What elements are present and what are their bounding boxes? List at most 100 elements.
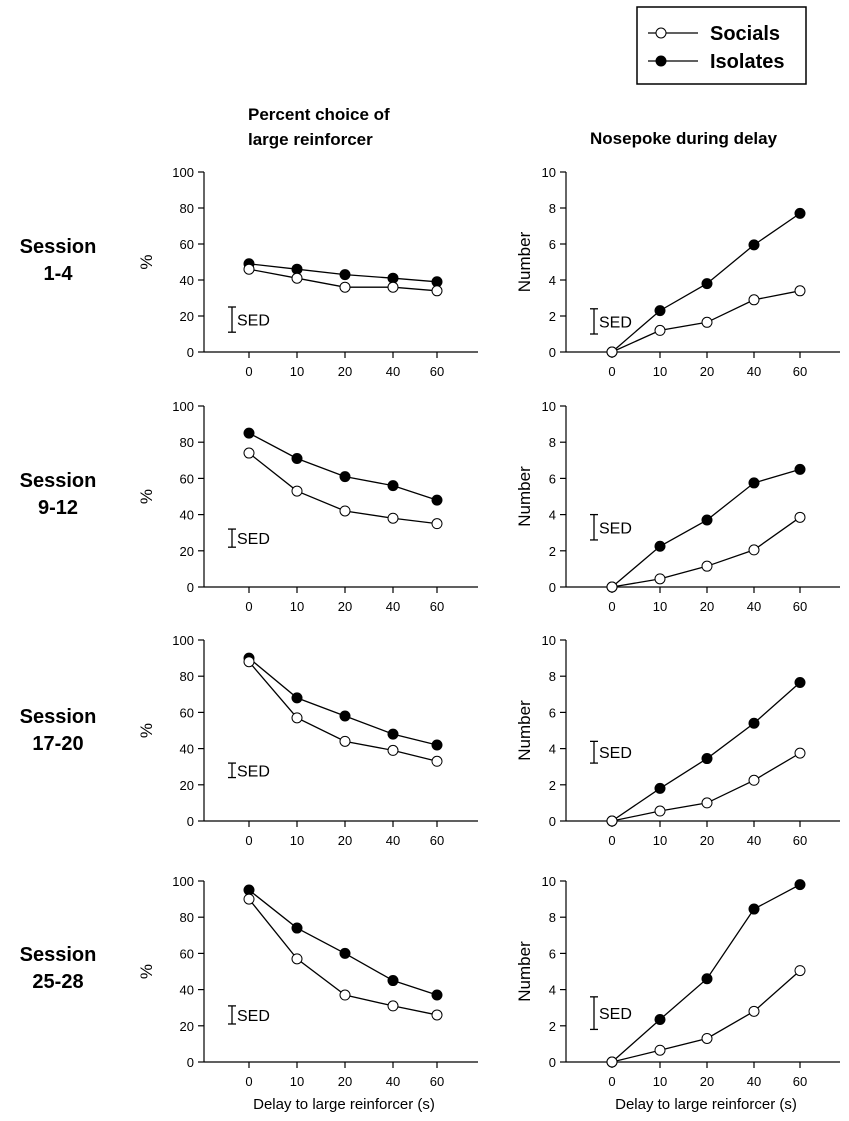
panel-2-right-ytick-label-0: 0 [549, 580, 556, 595]
panel-3-left-socials-point-2 [339, 735, 351, 747]
panel-2-left-xtick-label-1: 10 [290, 599, 304, 614]
panel-2-right-socials-point-0 [606, 581, 618, 593]
panel-2-left-isolates-point-4 [431, 494, 443, 506]
row-label-1-line1: Session [20, 236, 97, 258]
panel-3-left-isolates-point-2 [339, 710, 351, 722]
panel-3-left-ytick-label-3: 60 [180, 705, 194, 720]
panel-1-right-xtick-label-1: 10 [653, 364, 667, 379]
legend-socials-marker [655, 27, 667, 39]
panel-2-left-xtick-label-4: 60 [430, 599, 444, 614]
panel-2-left-ytick-label-5: 100 [172, 399, 194, 414]
panel-1-right-xtick-label-4: 60 [793, 364, 807, 379]
panel-4-right-socials-point-3 [748, 1005, 760, 1017]
panel-1-left-xtick-label-2: 20 [338, 364, 352, 379]
panel-1-right-xtick-label-0: 0 [608, 364, 615, 379]
panel-3-left-socials-point-4 [431, 755, 443, 767]
panel-3-left-isolates-line [248, 657, 438, 746]
legend: Socials Isolates [636, 6, 807, 85]
panel-1-right-isolates-point-3 [748, 239, 760, 251]
panel-3-right-isolates-point-2 [701, 753, 713, 765]
panel-2-left-isolates-point-0 [243, 427, 255, 439]
panel-1-right-socials-point-1 [654, 324, 666, 336]
panel-4-left-ylabel: % [137, 964, 156, 979]
panel-3-right-socials-point-0 [606, 815, 618, 827]
panel-3-right-ytick-label-1: 2 [549, 778, 556, 793]
legend-isolates-label: Isolates [710, 51, 784, 73]
row-label-3-line1: Session [20, 706, 97, 728]
panel-1-left-ytick-label-2: 40 [180, 273, 194, 288]
panel-4-left-xtick-label-4: 60 [430, 1074, 444, 1089]
panel-1-left-ytick-label-5: 100 [172, 165, 194, 180]
panel-2-left-xtick-label-3: 40 [386, 599, 400, 614]
panel-4-right-isolates-point-2 [701, 973, 713, 985]
panel-3-left-isolates-point-3 [387, 728, 399, 740]
panel-4-right-xtick-label-4: 60 [793, 1074, 807, 1089]
panel-3-left-ytick-label-0: 0 [187, 814, 194, 829]
panel-2-left-ytick-label-0: 0 [187, 580, 194, 595]
panel-3-right-xtick-label-0: 0 [608, 833, 615, 848]
panel-2-left-socials-point-2 [339, 505, 351, 517]
panel-3-right-socials-point-1 [654, 805, 666, 817]
panel-3-left-ytick-label-4: 80 [180, 669, 194, 684]
xlabel-right: Delay to large reinforcer (s) [615, 1096, 797, 1113]
panel-1-right-ytick-label-1: 2 [549, 309, 556, 324]
panel-4-right-ytick-label-0: 0 [549, 1055, 556, 1070]
legend-socials-label: Socials [710, 23, 780, 45]
panel-4-left-xtick-label-0: 0 [245, 1074, 252, 1089]
panel-4-right-ytick-label-2: 4 [549, 983, 556, 998]
panel-3-right-ytick-label-0: 0 [549, 814, 556, 829]
panel-4-left-ytick-label-3: 60 [180, 946, 194, 961]
panel-3-right-socials-point-2 [701, 797, 713, 809]
panel-4-right-xtick-label-2: 20 [700, 1074, 714, 1089]
panel-3-right-ytick-label-4: 8 [549, 669, 556, 684]
panel-3-right-isolates-point-3 [748, 717, 760, 729]
panel-1-left-sed-label: SED [237, 313, 270, 330]
panel-2-right-xtick-label-0: 0 [608, 599, 615, 614]
panel-4-left-sed-label: SED [237, 1008, 270, 1025]
panel-3-right-socials-point-3 [748, 774, 760, 786]
panel-2-right-ytick-label-1: 2 [549, 544, 556, 559]
panel-4-left-isolates-point-3 [387, 975, 399, 987]
panel-2-right-ytick-label-4: 8 [549, 435, 556, 450]
panel-4-right-socials-line [611, 970, 801, 1063]
panel-4-left-ytick-label-5: 100 [172, 874, 194, 889]
panel-1-left-socials-point-0 [243, 263, 255, 275]
panel-1-left-socials-point-2 [339, 281, 351, 293]
panel-2-right-socials-point-3 [748, 544, 760, 556]
legend-box [636, 6, 807, 85]
panel-4-left-xtick-label-3: 40 [386, 1074, 400, 1089]
panel-1-right-ytick-label-3: 6 [549, 237, 556, 252]
panel-2-left-isolates-point-1 [291, 452, 303, 464]
panel-2-left-ytick-label-4: 80 [180, 435, 194, 450]
panel-3-left-isolates-point-1 [291, 692, 303, 704]
panel-2-right-isolates-point-2 [701, 514, 713, 526]
panel-4-right-ytick-label-4: 8 [549, 910, 556, 925]
panel-2-left-isolates-point-3 [387, 480, 399, 492]
panel-2-right: 0 2 4 6 8 10 0 10 20 40 60 Number SED [515, 399, 840, 614]
panel-1-right-ytick-label-5: 10 [542, 165, 556, 180]
panel-4-left-isolates-point-4 [431, 989, 443, 1001]
panel-2-left-socials-point-0 [243, 447, 255, 459]
panel-2-left-socials-point-4 [431, 518, 443, 530]
panel-2-right-isolates-point-1 [654, 540, 666, 552]
panel-2-right-xtick-label-4: 60 [793, 599, 807, 614]
panel-1-left-socials-point-3 [387, 281, 399, 293]
panel-4-left-socials-point-3 [387, 1000, 399, 1012]
panel-4-right-ytick-label-5: 10 [542, 874, 556, 889]
panel-4-left-isolates-point-0 [243, 884, 255, 896]
panel-4-left-isolates-line [248, 889, 438, 996]
panel-3-right-xtick-label-1: 10 [653, 833, 667, 848]
panel-4-right-socials-point-1 [654, 1044, 666, 1056]
row-label-4-line2: 25-28 [32, 971, 83, 993]
panel-4-right-xtick-label-3: 40 [747, 1074, 761, 1089]
panel-3-left-ytick-label-2: 40 [180, 742, 194, 757]
panel-1-left: 0 20 40 60 80 100 0 10 20 40 60% SED [137, 165, 478, 379]
panel-1-right-ytick-label-0: 0 [549, 345, 556, 360]
panel-2-right-isolates-point-3 [748, 477, 760, 489]
legend-isolates-marker [655, 55, 667, 67]
panel-2-left-socials-point-3 [387, 512, 399, 524]
panel-1-left-isolates-point-2 [339, 269, 351, 281]
panel-3-left-xtick-label-3: 40 [386, 833, 400, 848]
